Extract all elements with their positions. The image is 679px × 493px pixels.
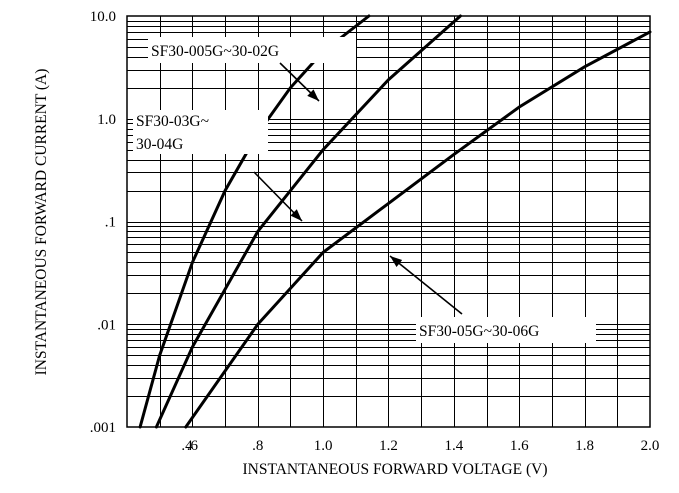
y-tick-labels: .001 .01 .1 1.0 10.0 (90, 9, 116, 436)
series-label-sf30-005g: SF30-005G~30-02G (151, 43, 279, 60)
y-tick-label: .01 (97, 317, 116, 333)
x-tick-label: 1.4 (445, 438, 464, 454)
y-tick-label: .001 (90, 420, 116, 436)
arrow-head (290, 209, 302, 221)
callout-arrows (253, 62, 463, 315)
x-tick-label: 1.8 (575, 438, 594, 454)
x-tick-label: 1.6 (510, 438, 529, 454)
series-label-sf30-05g: SF30-05G~30-06G (419, 323, 539, 340)
y-tick-label: 10.0 (90, 9, 116, 25)
x-tick-labels: .4.6 .8 1.0 1.2 1.4 1.6 1.8 2.0 (181, 438, 659, 454)
series-line-2 (154, 14, 462, 429)
x-tick-label: .4 (181, 438, 193, 454)
y-tick-label: .1 (105, 215, 116, 231)
series-line-3 (184, 30, 652, 429)
y-axis-title: INSTANTANEOUS FORWARD CURRENT (A) (33, 69, 50, 376)
plot-frame (126, 15, 651, 428)
x-tick-label: .6 (187, 438, 199, 454)
series-label-sf30-03g-line1: SF30-03G~ (136, 113, 209, 130)
x-tick-label: 1.2 (379, 438, 398, 454)
y-tick-label: 1.0 (97, 112, 116, 128)
x-tick-label: .8 (252, 438, 263, 454)
grid (127, 16, 650, 427)
x-axis-title: INSTANTANEOUS FORWARD VOLTAGE (V) (243, 461, 548, 478)
callout-arrow-line (389, 255, 463, 315)
series-label-sf30-03g-line2: 30-04G (136, 136, 183, 153)
arrow-head (390, 256, 403, 268)
callout-box-1 (148, 37, 356, 63)
arrow-head (307, 89, 319, 101)
x-tick-label: 1.0 (314, 438, 333, 454)
callout-box-3 (416, 317, 596, 343)
x-tick-label: 2.0 (641, 438, 660, 454)
callout-box-2 (133, 110, 268, 154)
